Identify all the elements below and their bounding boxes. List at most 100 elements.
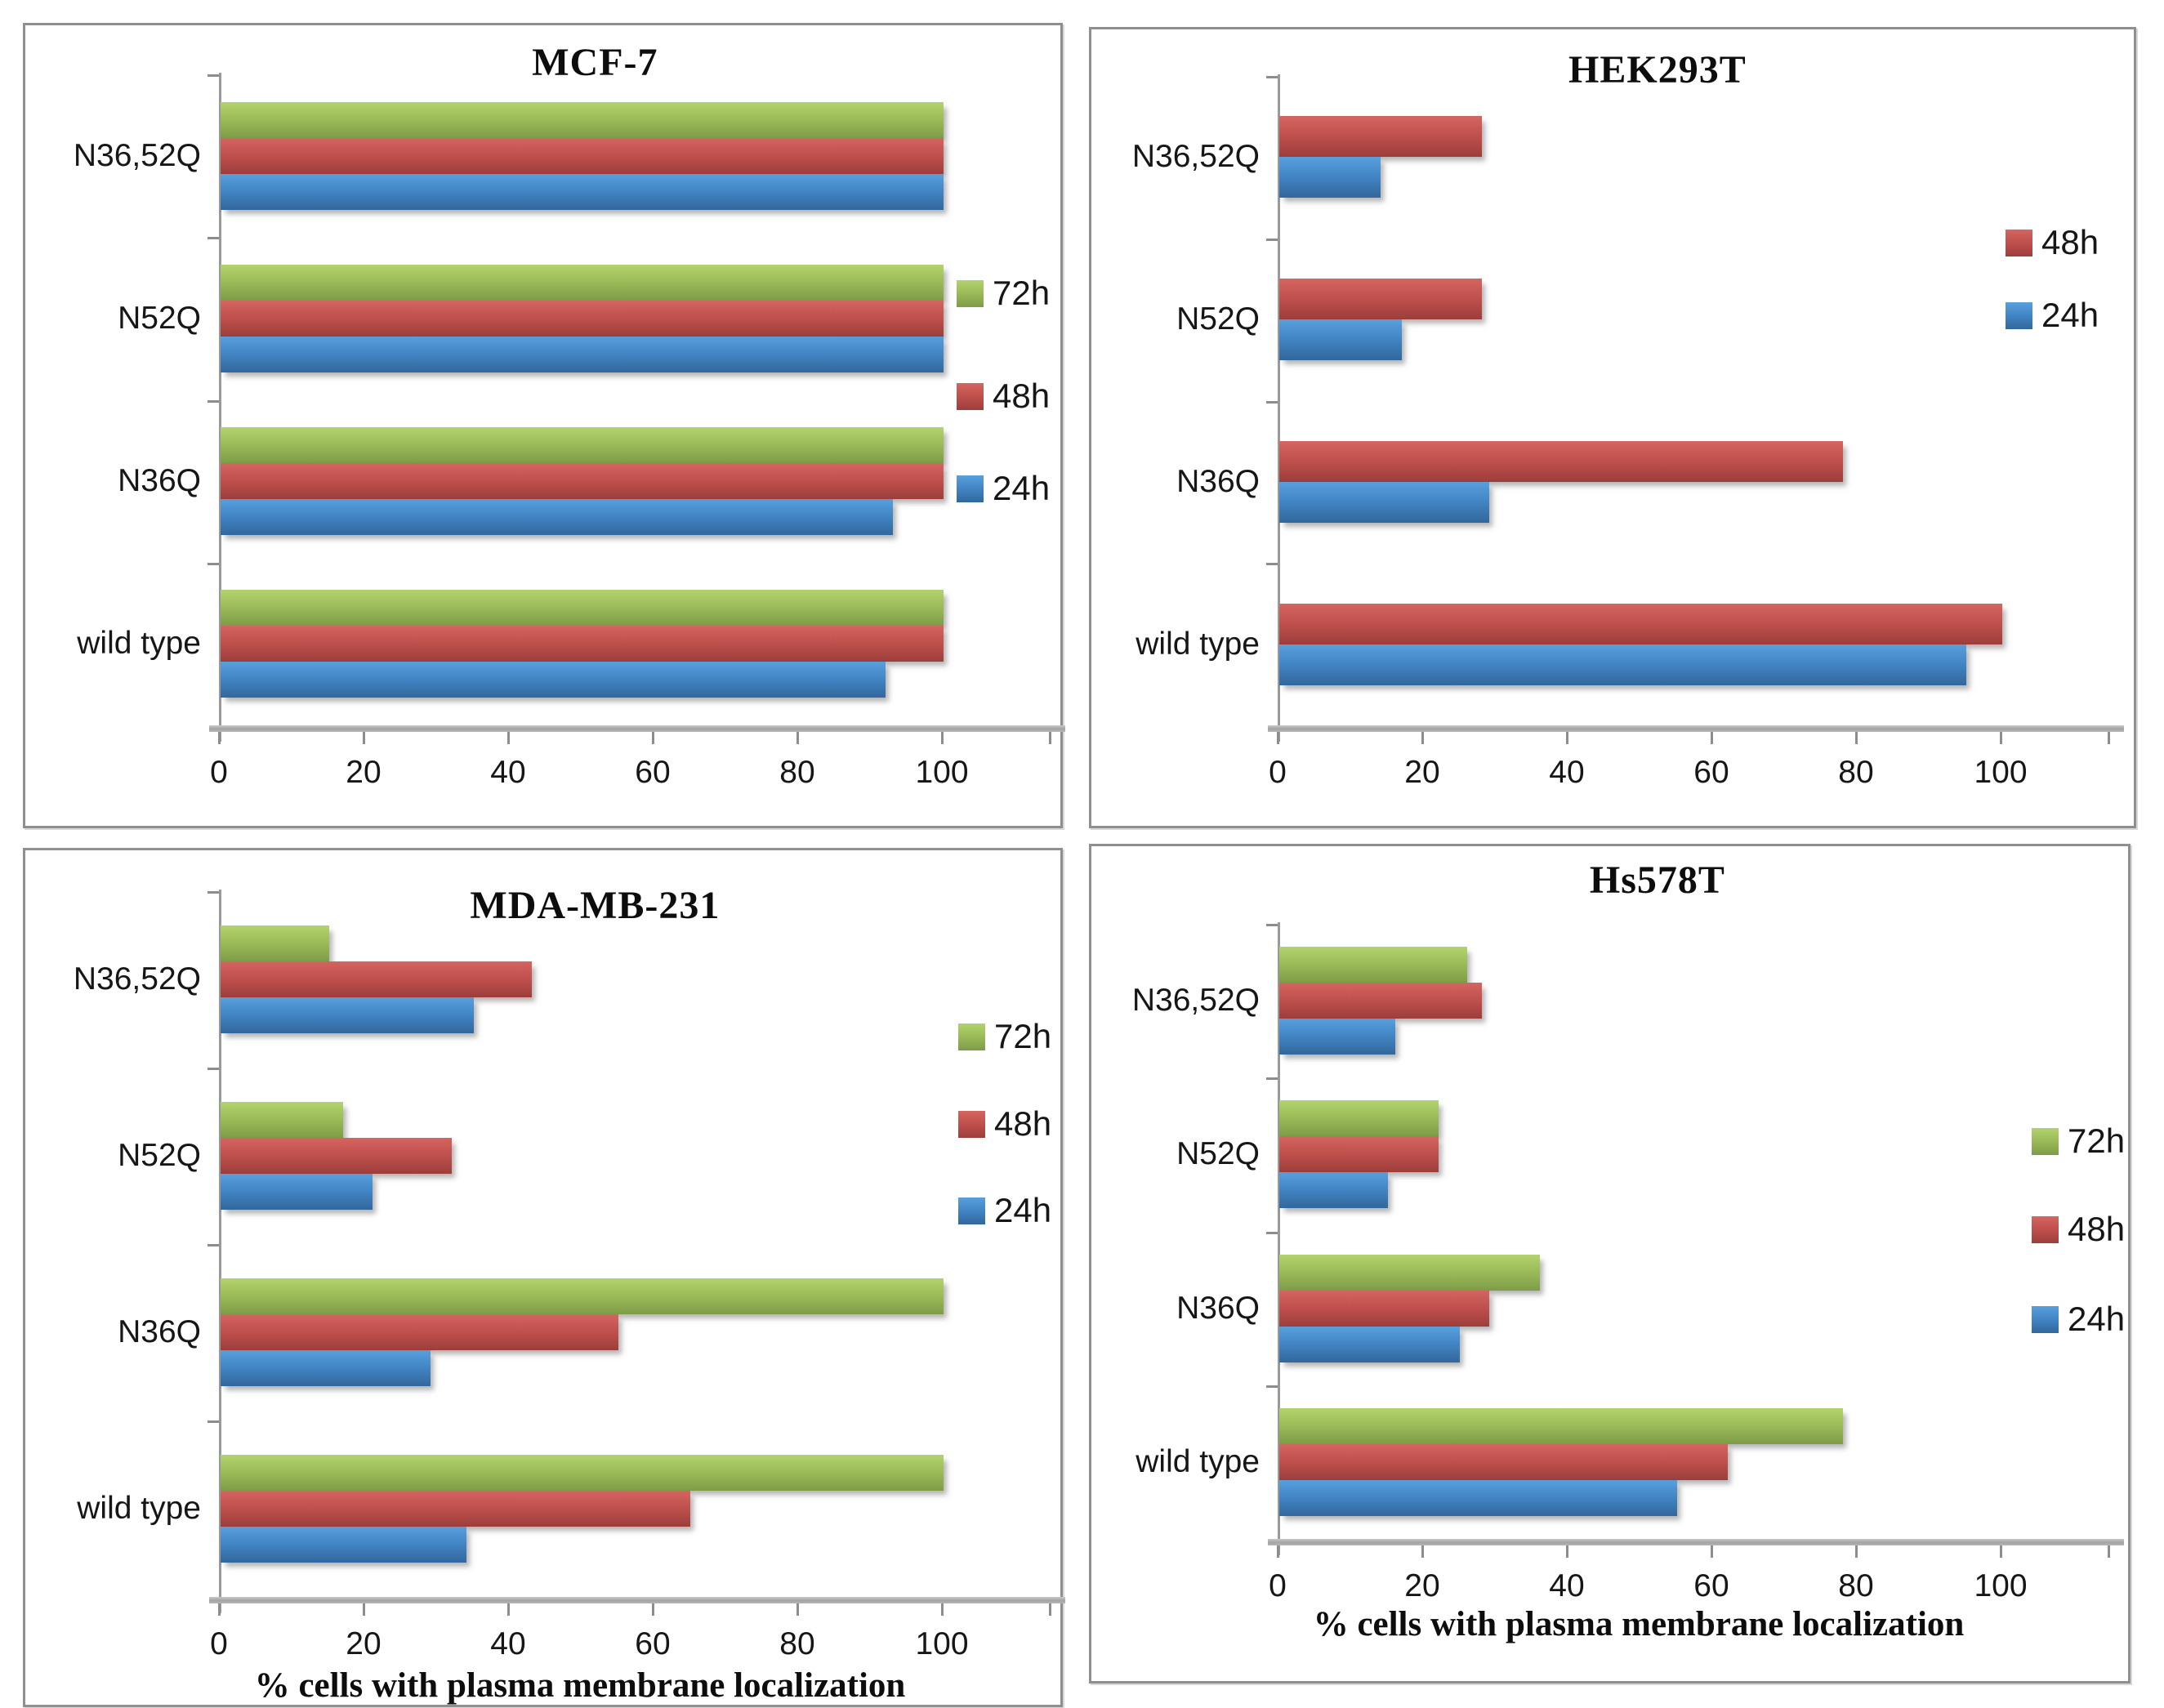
- x-tick-label: 20: [346, 1626, 381, 1661]
- bar-hs578t-n36-52q-48h: [1279, 983, 1482, 1019]
- chart-panel-hek293t: HEK293T 0 20 40 60 80 100 N36,52Q N52Q N36Q wild t…: [1089, 27, 2136, 828]
- x-tick-label: 40: [490, 755, 526, 790]
- x-axis-tick: [796, 1603, 799, 1616]
- x-axis-tick: [2000, 732, 2002, 744]
- bar-hek293t-n36q-48h: [1279, 441, 1843, 482]
- chart-title: HEK293T: [1568, 48, 1747, 91]
- category-label-n36q: N36Q: [118, 463, 201, 498]
- x-tick-label: 100: [915, 755, 969, 790]
- bar-hs578t-n36-52q-24h: [1279, 1019, 1395, 1055]
- legend-item-48h: 48h: [2032, 1212, 2125, 1246]
- y-axis-category-tick: [207, 1420, 219, 1423]
- category-label-n36-52q: N36,52Q: [73, 961, 201, 997]
- bar-mcf7-n52q-24h: [221, 337, 944, 372]
- category-label-wild-type: wild type: [1136, 627, 1260, 662]
- x-tick-label: 80: [779, 1626, 815, 1661]
- bar-mcf7-n36q-72h: [221, 427, 944, 463]
- bar-hek293t-n36q-24h: [1279, 482, 1489, 523]
- bar-hs578t-n36q-24h: [1279, 1327, 1460, 1362]
- x-tick-label: 0: [1269, 755, 1287, 790]
- bar-hek293t-wild-type-48h: [1279, 604, 2002, 644]
- x-axis-end-tick: [1049, 1603, 1051, 1616]
- chart-title: MCF-7: [532, 41, 658, 84]
- category-label-wild-type: wild type: [77, 1491, 201, 1526]
- legend-label: 48h: [993, 377, 1051, 415]
- x-axis-tick: [941, 732, 944, 744]
- x-axis-tick: [1711, 732, 1713, 744]
- x-tick-label: 80: [1838, 1568, 1874, 1603]
- x-tick-label: 60: [635, 755, 671, 790]
- bar-mcf7-n36-52q-48h: [221, 138, 944, 174]
- legend-item-48h: 48h: [958, 1107, 1051, 1141]
- legend-label: 72h: [2068, 1122, 2126, 1160]
- bar-hs578t-wild-type-48h: [1279, 1444, 1728, 1480]
- x-tick-label: 60: [1693, 755, 1729, 790]
- y-axis-category-tick: [1266, 1077, 1278, 1080]
- bar-hs578t-wild-type-24h: [1279, 1480, 1677, 1516]
- bar-hs578t-n52q-48h: [1279, 1136, 1439, 1172]
- x-axis-tick: [363, 732, 365, 744]
- category-label-n52q: N52Q: [1176, 1136, 1260, 1171]
- bar-mdamb231-n36-52q-48h: [221, 961, 532, 997]
- y-axis-category-tick: [1266, 239, 1278, 241]
- legend-item-24h: 24h: [957, 471, 1050, 506]
- bar-mdamb231-n52q-48h: [221, 1138, 452, 1174]
- y-axis-category-tick: [207, 1068, 219, 1070]
- x-axis-end-tick: [2108, 732, 2110, 744]
- legend-swatch-48h: [958, 1110, 985, 1138]
- legend-swatch-24h: [2032, 1305, 2059, 1333]
- category-label-n52q: N52Q: [1176, 301, 1260, 337]
- y-axis-category-tick: [207, 237, 219, 239]
- category-label-n36q: N36Q: [1176, 464, 1260, 499]
- legend-item-72h: 72h: [2032, 1124, 2125, 1158]
- y-axis-category-tick: [207, 74, 219, 77]
- chart-title: Hs578T: [1589, 858, 1725, 902]
- x-axis-tick: [1277, 732, 1279, 744]
- legend-swatch-24h: [2006, 301, 2032, 329]
- bar-mdamb231-n36q-48h: [221, 1314, 618, 1350]
- y-axis-category-tick: [1266, 401, 1278, 404]
- bar-mdamb231-n52q-72h: [221, 1102, 343, 1138]
- x-axis-tick: [363, 1603, 365, 1616]
- x-axis-tick: [218, 732, 221, 744]
- x-axis-tick: [507, 1603, 510, 1616]
- bar-mdamb231-wild-type-72h: [221, 1455, 944, 1491]
- x-tick-label: 100: [915, 1626, 969, 1661]
- legend-item-24h: 24h: [2032, 1302, 2125, 1336]
- bar-mcf7-wild-type-72h: [221, 590, 944, 626]
- x-tick-label: 0: [210, 1626, 228, 1661]
- legend-label: 48h: [2068, 1210, 2126, 1248]
- x-axis-tick: [1855, 732, 1858, 744]
- x-axis-tick: [2000, 1545, 2002, 1558]
- category-label-n36-52q: N36,52Q: [1131, 983, 1260, 1018]
- y-axis-category-tick: [1266, 924, 1278, 926]
- bar-hs578t-n52q-24h: [1279, 1172, 1388, 1208]
- bar-hs578t-wild-type-72h: [1279, 1408, 1843, 1444]
- x-axis-tick: [1421, 732, 1424, 744]
- bar-mcf7-n52q-48h: [221, 301, 944, 337]
- bar-hek293t-n36-52q-48h: [1279, 116, 1482, 157]
- x-axis-tick: [507, 732, 510, 744]
- bar-hs578t-n52q-72h: [1279, 1100, 1439, 1136]
- x-tick-label: 40: [490, 1626, 526, 1661]
- x-axis-line: [209, 725, 1065, 732]
- category-label-n36q: N36Q: [1176, 1291, 1260, 1326]
- bar-mdamb231-n36-52q-72h: [221, 925, 329, 961]
- chart-panel-hs578t: Hs578T 0 20 40 60 80 100 N36,52Q N52Q N36Q wild ty…: [1089, 844, 2131, 1683]
- legend-item-24h: 24h: [2006, 298, 2099, 332]
- bar-hek293t-n36-52q-24h: [1279, 157, 1381, 198]
- legend-label: 72h: [993, 274, 1051, 312]
- legend-item-48h: 48h: [957, 379, 1050, 413]
- legend-label: 24h: [994, 1191, 1052, 1229]
- x-tick-label: 100: [1974, 1568, 2028, 1603]
- x-axis-label: % cells with plasma membrane localizatio…: [254, 1666, 906, 1705]
- x-axis-end-tick: [2108, 1545, 2110, 1558]
- x-axis-line: [1268, 1539, 2124, 1545]
- x-tick-label: 60: [1693, 1568, 1729, 1603]
- x-tick-label: 40: [1549, 1568, 1585, 1603]
- x-tick-label: 20: [346, 755, 381, 790]
- legend-item-24h: 24h: [958, 1193, 1051, 1228]
- x-axis-tick: [1855, 1545, 1858, 1558]
- x-axis-line: [1268, 725, 2124, 732]
